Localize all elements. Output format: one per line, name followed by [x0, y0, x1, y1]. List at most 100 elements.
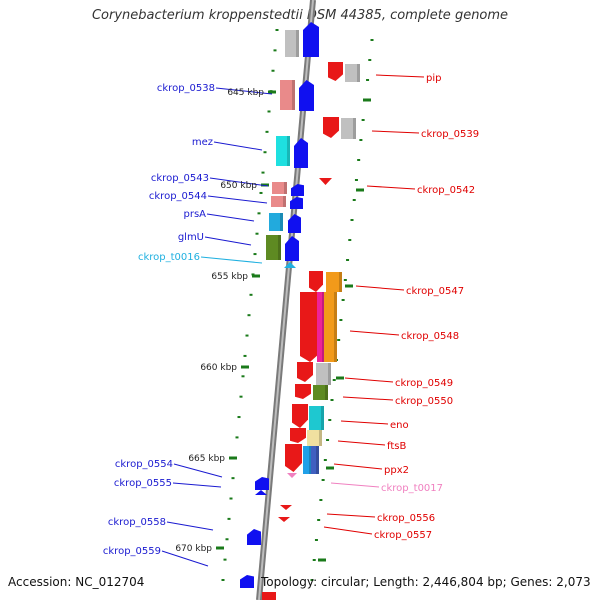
- kbp-tick: [336, 376, 344, 380]
- gene-block-shade: [283, 196, 286, 207]
- gene-block: [285, 30, 299, 57]
- tick-dot: [237, 416, 241, 419]
- gene-arrow: [285, 444, 302, 472]
- gene-label-ckrop_0557: ckrop_0557: [374, 530, 432, 541]
- gene-label-ckrop_0556: ckrop_0556: [377, 513, 435, 524]
- leader-line: [161, 550, 209, 567]
- gene-label-ckrop_0555: ckrop_0555: [114, 478, 172, 489]
- tick-dot: [223, 558, 227, 561]
- gene-label-ckrop_t0016: ckrop_t0016: [138, 252, 200, 263]
- tick-dot: [257, 212, 261, 215]
- tick-dot: [229, 497, 233, 500]
- kbp-label: 655 kbp: [211, 272, 248, 282]
- kbp-tick: [252, 274, 260, 278]
- gene-label-ckrop_t0017: ckrop_t0017: [381, 483, 443, 494]
- tick-dot: [273, 49, 277, 52]
- tick-dot: [275, 29, 279, 31]
- leader-line: [200, 256, 263, 264]
- gene-arrow: [290, 428, 306, 443]
- gene-arrow: [300, 292, 320, 362]
- tick-dot: [221, 579, 225, 581]
- tick-dot: [245, 334, 249, 337]
- gene-arrow: [290, 197, 303, 209]
- gene-label-ftsB: ftsB: [387, 441, 406, 452]
- gene-label-eno: eno: [390, 420, 409, 431]
- leader-line: [204, 236, 252, 246]
- leader-line: [326, 513, 376, 518]
- leader-line: [355, 285, 405, 291]
- tick-dot: [251, 273, 255, 276]
- tick-dot: [312, 559, 316, 561]
- tick-dot: [370, 39, 374, 41]
- gene-arrow: [291, 184, 304, 196]
- gene-block-shade: [321, 406, 324, 430]
- tick-dot: [350, 219, 354, 221]
- gene-block: [280, 80, 295, 110]
- gene-arrow: [255, 477, 269, 490]
- gene-block-shade: [319, 430, 322, 446]
- kbp-tick: [345, 284, 353, 288]
- tick-dot: [241, 375, 245, 378]
- leader-line: [371, 130, 420, 134]
- gene-label-ckrop_0548: ckrop_0548: [401, 331, 459, 342]
- kbp-tick: [268, 90, 276, 94]
- leader-line: [215, 87, 273, 95]
- trna-mark: [287, 473, 297, 478]
- gene-arrow: [303, 22, 319, 57]
- gene-arrow: [297, 362, 313, 382]
- gene-arrow: [299, 80, 314, 111]
- tick-dot: [321, 479, 325, 481]
- gene-arrow: [323, 117, 339, 138]
- tick-dot: [231, 477, 235, 480]
- gene-arrow: [255, 490, 267, 495]
- gene-block: [272, 182, 287, 194]
- tick-dot: [354, 179, 358, 181]
- gene-arrow: [285, 236, 299, 261]
- gene-block: [307, 430, 322, 446]
- tick-dot: [323, 459, 327, 461]
- tick-dot: [249, 293, 253, 296]
- gene-block-shade: [322, 292, 325, 362]
- tick-dot: [317, 519, 321, 521]
- gene-block-shade: [292, 80, 295, 110]
- gene-block: [309, 406, 324, 430]
- gene-block: [269, 213, 283, 231]
- gene-block-shade: [334, 292, 337, 362]
- tick-dot: [359, 139, 363, 141]
- kbp-label: 670 kbp: [175, 544, 212, 554]
- leader-line: [173, 463, 223, 478]
- gene-label-prsA: prsA: [183, 209, 206, 220]
- gene-block-shade: [309, 446, 312, 474]
- leader-line: [206, 213, 255, 222]
- gene-arrow: [288, 214, 301, 233]
- leader-line: [344, 377, 394, 383]
- gene-block: [345, 64, 360, 82]
- gene-block: [326, 272, 342, 292]
- gene-block-shade: [353, 118, 356, 139]
- kbp-tick: [241, 365, 249, 369]
- tick-dot: [339, 319, 343, 321]
- gene-block-shade: [339, 272, 342, 292]
- tick-dot: [366, 79, 370, 81]
- leader-line: [337, 440, 386, 446]
- gene-arrow: [278, 517, 290, 522]
- tick-dot: [271, 69, 275, 72]
- tick-dot: [227, 517, 231, 520]
- tick-dot: [346, 259, 350, 261]
- gene-label-ckrop_0539: ckrop_0539: [421, 129, 479, 140]
- tick-dot: [328, 419, 332, 421]
- leader-line: [213, 141, 263, 151]
- kbp-tick: [261, 183, 269, 187]
- gene-arrow: [294, 138, 308, 168]
- gene-arrow: [319, 178, 332, 185]
- gene-label-ckrop_0542: ckrop_0542: [417, 185, 475, 196]
- tick-dot: [337, 339, 341, 341]
- tick-dot: [348, 239, 352, 241]
- gene-label-ckrop_0554: ckrop_0554: [115, 459, 173, 470]
- tick-dot: [247, 314, 251, 317]
- gene-label-ckrop_0544: ckrop_0544: [149, 191, 207, 202]
- gene-block-shade: [325, 385, 328, 400]
- tick-dot: [361, 119, 365, 121]
- tick-dot: [330, 399, 334, 401]
- leader-line: [172, 482, 222, 488]
